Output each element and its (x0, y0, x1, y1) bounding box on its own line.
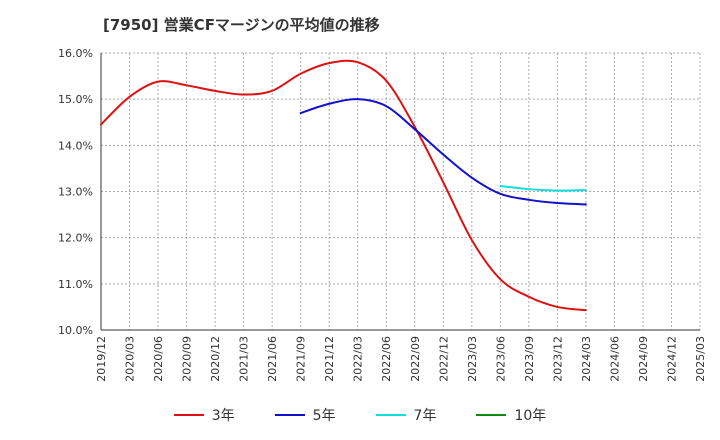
series-line-2 (499, 184, 587, 192)
x-tick-label: 2024/03 (580, 336, 593, 382)
x-tick-label: 2024/12 (665, 336, 678, 382)
legend-item: 3年 (173, 405, 235, 425)
y-tick-label: 11.0% (58, 278, 93, 291)
y-tick-label: 13.0% (58, 186, 93, 199)
series-line-1 (299, 98, 587, 206)
x-tick-label: 2021/09 (295, 336, 308, 382)
x-tick-label: 2019/12 (95, 336, 108, 382)
plot-area: 10.0% 11.0% 12.0% 13.0% 14.0% 15.0% 16.0% 2019/… (58, 47, 707, 382)
x-tick-label: 2020/12 (209, 336, 222, 382)
legend-swatch (274, 414, 305, 416)
legend-label: 7年 (413, 408, 437, 424)
x-tick-label: 2023/03 (466, 336, 479, 382)
legend-item: 7年 (375, 405, 437, 425)
series-line-0 (100, 59, 587, 312)
legend-swatch (476, 414, 507, 416)
y-tick-label: 12.0% (58, 232, 93, 245)
x-tick-label: 2023/06 (494, 336, 507, 382)
legend: 3年 5年 7年 10年 (0, 402, 720, 428)
legend-label: 5年 (312, 408, 336, 424)
x-tick-label: 2021/06 (266, 336, 279, 382)
legend-item: 5年 (274, 405, 336, 425)
legend-label: 10年 (514, 408, 547, 424)
x-tick-label: 2024/09 (637, 336, 650, 382)
x-tick-label: 2023/09 (523, 336, 536, 382)
legend-item: 10年 (476, 405, 546, 425)
y-tick-label: 16.0% (58, 47, 93, 60)
y-tick-label: 15.0% (58, 93, 93, 106)
chart-title: [7950] 営業CFマージンの平均値の推移 (103, 16, 380, 34)
x-tick-label: 2024/06 (608, 336, 621, 382)
legend-swatch (375, 414, 406, 416)
x-tick-label: 2020/03 (124, 336, 137, 382)
x-tick-label: 2023/12 (551, 336, 564, 382)
x-tick-label: 2022/09 (409, 336, 422, 382)
x-tick-label: 2025/03 (694, 336, 707, 382)
x-tick-label: 2022/06 (380, 336, 393, 382)
legend-swatch (173, 414, 204, 416)
x-tick-label: 2020/09 (181, 336, 194, 382)
x-tick-label: 2021/03 (238, 336, 251, 382)
plot-background (101, 53, 700, 330)
x-tick-label: 2022/03 (352, 336, 365, 382)
y-tick-label: 14.0% (58, 139, 93, 152)
legend-label: 3年 (211, 408, 235, 424)
y-tick-label: 10.0% (58, 324, 93, 337)
x-tick-label: 2020/06 (152, 336, 165, 382)
x-tick-label: 2022/12 (437, 336, 450, 382)
x-tick-label: 2021/12 (323, 336, 336, 382)
